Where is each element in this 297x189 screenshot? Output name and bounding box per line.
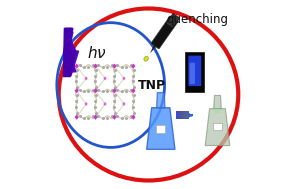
- Polygon shape: [131, 115, 135, 120]
- FancyBboxPatch shape: [189, 63, 195, 84]
- FancyBboxPatch shape: [184, 111, 186, 119]
- Text: quenching: quenching: [167, 13, 229, 26]
- Text: $h\nu$: $h\nu$: [87, 45, 107, 61]
- FancyBboxPatch shape: [186, 111, 187, 119]
- Polygon shape: [84, 102, 88, 106]
- FancyBboxPatch shape: [213, 123, 222, 130]
- FancyBboxPatch shape: [185, 52, 204, 92]
- Text: TNP: TNP: [138, 79, 166, 92]
- Polygon shape: [150, 45, 157, 53]
- Polygon shape: [131, 64, 135, 69]
- Polygon shape: [157, 93, 165, 108]
- FancyBboxPatch shape: [178, 111, 180, 119]
- FancyBboxPatch shape: [188, 56, 201, 86]
- Ellipse shape: [144, 56, 148, 61]
- Polygon shape: [122, 76, 126, 81]
- Polygon shape: [214, 95, 221, 109]
- Polygon shape: [205, 109, 230, 146]
- Polygon shape: [112, 64, 116, 69]
- FancyBboxPatch shape: [176, 111, 178, 119]
- Polygon shape: [94, 115, 98, 120]
- Polygon shape: [64, 28, 76, 77]
- FancyBboxPatch shape: [183, 111, 184, 119]
- Polygon shape: [122, 102, 126, 106]
- FancyBboxPatch shape: [180, 111, 181, 119]
- Polygon shape: [64, 32, 76, 72]
- Polygon shape: [103, 102, 107, 106]
- FancyBboxPatch shape: [151, 16, 178, 49]
- Polygon shape: [94, 64, 98, 69]
- Polygon shape: [112, 115, 116, 120]
- Polygon shape: [94, 88, 98, 93]
- Polygon shape: [75, 115, 79, 120]
- Polygon shape: [131, 88, 135, 93]
- FancyBboxPatch shape: [181, 111, 183, 119]
- Polygon shape: [65, 28, 79, 76]
- Polygon shape: [75, 64, 79, 69]
- FancyBboxPatch shape: [214, 109, 221, 113]
- FancyBboxPatch shape: [166, 14, 179, 28]
- Polygon shape: [75, 88, 79, 93]
- Polygon shape: [84, 76, 88, 81]
- FancyBboxPatch shape: [156, 125, 165, 133]
- FancyBboxPatch shape: [187, 111, 189, 119]
- Polygon shape: [112, 88, 116, 93]
- Polygon shape: [64, 32, 75, 76]
- Polygon shape: [103, 76, 107, 81]
- Polygon shape: [147, 108, 175, 149]
